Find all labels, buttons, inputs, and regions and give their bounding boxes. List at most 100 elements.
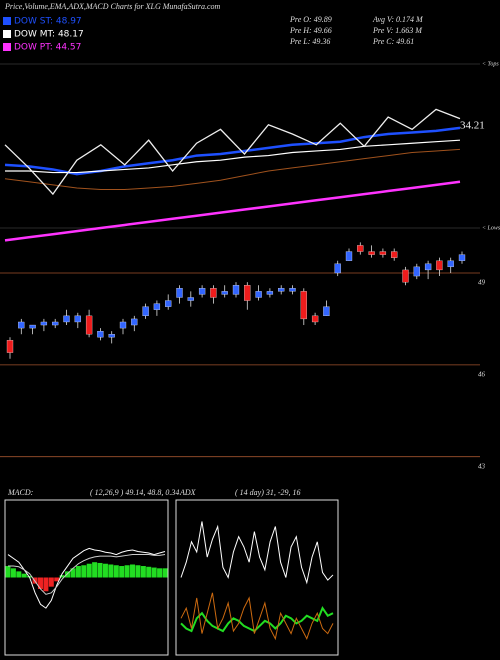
candle-body <box>108 334 115 338</box>
macd-bar <box>37 577 43 589</box>
line-series <box>4 180 461 242</box>
candle-body <box>323 306 330 317</box>
candle-body <box>85 315 93 335</box>
candle-body <box>232 285 240 295</box>
candle-body <box>255 291 262 298</box>
adx-frame <box>175 499 339 656</box>
macd-bar <box>140 566 146 578</box>
candle-body <box>153 303 161 310</box>
macd-bar <box>10 568 16 578</box>
candle-body <box>176 288 183 298</box>
macd-bar <box>97 562 103 578</box>
candle-body <box>142 306 149 317</box>
candle-body <box>131 318 138 326</box>
macd-bar <box>92 562 98 578</box>
candle-body <box>29 324 36 329</box>
candle-body <box>379 251 387 255</box>
candle-body <box>63 315 70 323</box>
candle-body <box>391 251 398 258</box>
candle-body <box>52 321 59 326</box>
line-series <box>4 108 461 196</box>
candle-body <box>40 321 48 326</box>
macd-bar <box>59 575 65 578</box>
legend-label: DOW ST: 48.97 <box>14 17 82 27</box>
candle-body <box>210 288 217 298</box>
candle-body <box>266 291 274 295</box>
macd-bar <box>157 568 163 578</box>
page-title: Price,Volume,EMA,ADX,MACD Charts for XLG… <box>4 2 221 11</box>
legend-swatch <box>3 17 11 25</box>
macd-frame <box>4 499 169 656</box>
candle-body <box>97 331 104 338</box>
candle-body <box>198 288 206 295</box>
macd-bar <box>48 577 54 587</box>
macd-bar <box>70 568 76 578</box>
line-series <box>4 126 461 176</box>
adx-line <box>180 606 334 633</box>
legend-label: DOW PT: 44.57 <box>14 43 81 53</box>
macd-bar <box>75 566 81 578</box>
macd-bar <box>86 563 92 578</box>
legend-label: DOW MT: 48.17 <box>14 30 84 40</box>
annotation: 34.21 <box>460 120 485 132</box>
macd-bar <box>130 564 136 578</box>
macd-bar <box>54 577 60 582</box>
annotation: < Tops <box>482 61 499 67</box>
candle-body <box>357 245 364 252</box>
macd-line <box>7 547 166 609</box>
candle-body <box>74 315 81 323</box>
macd-bar <box>162 568 168 578</box>
stat: Pre H: 49.66 <box>289 26 332 35</box>
y-tick-label: 46 <box>478 370 486 378</box>
macd-bar <box>108 564 114 578</box>
macd-line <box>8 554 166 595</box>
macd-bar <box>124 565 130 578</box>
candle-body <box>119 321 127 329</box>
macd-bar <box>16 571 22 578</box>
candle-body <box>413 266 420 277</box>
candle-body <box>345 251 353 261</box>
macd-bar <box>146 566 152 578</box>
candle-body <box>334 263 341 274</box>
macd-bar <box>43 577 49 592</box>
line-series <box>5 139 461 174</box>
macd-bar <box>119 566 125 578</box>
line-series <box>4 148 461 190</box>
macd-subtitle: ( 12,26,9 ) 49.14, 48.8, 0.34 <box>90 488 179 497</box>
macd-bar <box>81 565 87 578</box>
candle-body <box>300 291 307 320</box>
candle-body <box>221 291 228 295</box>
candle-body <box>165 300 172 307</box>
candle-body <box>402 269 409 283</box>
candle-body <box>447 260 454 268</box>
stat: Pre V: 1.663 M <box>372 26 423 35</box>
y-tick-label: 49 <box>478 279 486 287</box>
candle-body <box>18 321 25 329</box>
y-tick-label: 43 <box>478 462 486 470</box>
candle-body <box>244 285 251 301</box>
adx-title: ADX <box>179 488 197 497</box>
adx-line <box>180 592 334 641</box>
legend-swatch <box>3 43 11 51</box>
macd-bar <box>65 571 71 578</box>
annotation: < Lows <box>482 225 500 231</box>
macd-bar <box>151 567 157 578</box>
macd-bar <box>5 566 11 578</box>
candle-body <box>278 288 285 292</box>
candle-body <box>311 315 319 323</box>
macd-bar <box>135 565 141 578</box>
adx-subtitle: ( 14 day) 31, -29, 16 <box>235 488 301 497</box>
candle-body <box>424 263 432 271</box>
candle-body <box>368 251 375 255</box>
candle-body <box>458 254 466 261</box>
legend-swatch <box>3 30 11 38</box>
candle-body <box>187 297 194 301</box>
macd-bar <box>113 565 119 578</box>
macd-bar <box>102 563 108 578</box>
candle-body <box>436 260 443 271</box>
macd-title: MACD: <box>7 488 34 497</box>
candle-body <box>289 288 296 292</box>
